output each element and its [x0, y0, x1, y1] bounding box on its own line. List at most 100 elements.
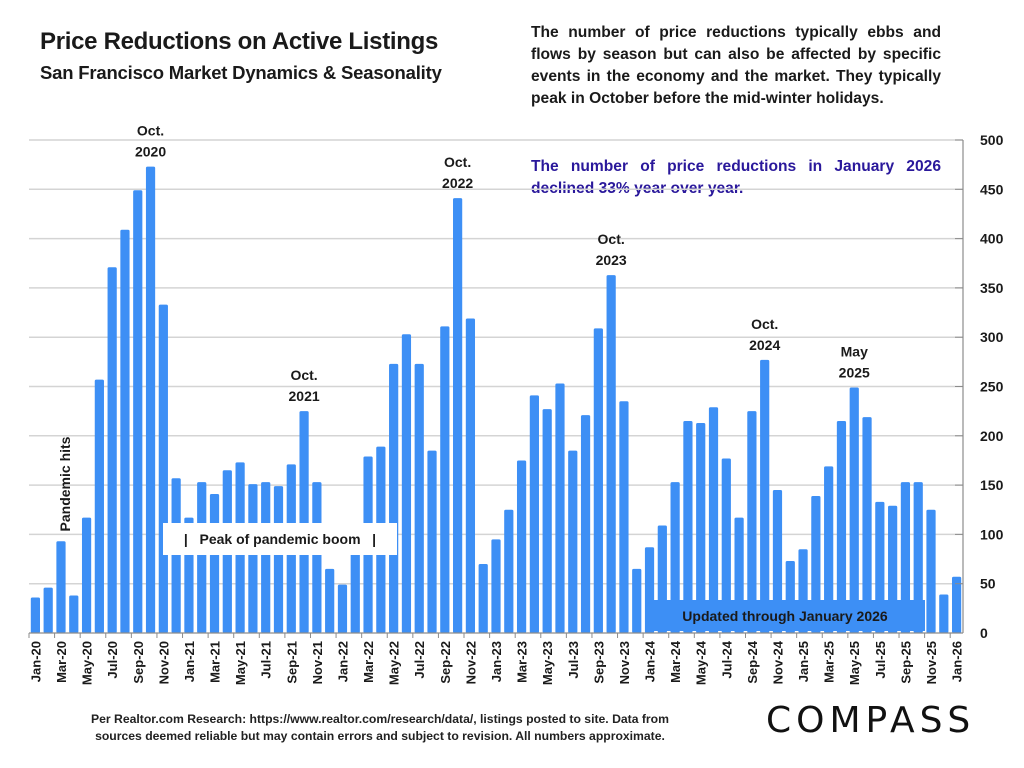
y-tick-label: 200: [980, 428, 1004, 444]
annotation-Oct-22: 2022: [442, 175, 473, 191]
bar-Mar-25: [824, 466, 834, 633]
updated-label: Updated through January 2026: [682, 608, 888, 624]
bar-Oct-25: [913, 482, 923, 633]
annotations: Oct. 2020 Oct. 2021 Oct. 2022 Oct. 2023 Oct. 2024…: [135, 123, 870, 405]
annotation-Oct-22: Oct.: [444, 154, 471, 170]
bar-Nov-21: [312, 482, 322, 633]
x-tick-label: May-25: [847, 641, 862, 685]
bar-Nov-22: [465, 318, 476, 633]
x-tick-label: May-23: [540, 641, 555, 685]
bar-May-23: [542, 409, 552, 633]
bar-Mar-24: [670, 482, 680, 633]
x-tick-label: Sep-22: [438, 641, 453, 684]
source-footnote: Per Realtor.com Research: https://www.re…: [40, 711, 720, 745]
bar-Dec-20: [171, 478, 181, 633]
x-tick-label: Mar-25: [822, 641, 837, 683]
annotation-Oct-23: Oct.: [598, 231, 625, 247]
y-tick-label: 400: [980, 231, 1004, 247]
bar-Mar-21: [209, 493, 220, 633]
bars: [30, 166, 962, 633]
bar-Apr-25: [836, 421, 847, 633]
x-tick-label: Nov-21: [310, 641, 325, 684]
x-tick-label: Jul-21: [259, 641, 274, 679]
chart-subtitle: San Francisco Market Dynamics & Seasonal…: [40, 62, 442, 83]
compass-logo: COMPASS: [766, 700, 976, 741]
x-tick-label: May-21: [233, 641, 248, 685]
bar-Jun-20: [94, 379, 104, 633]
chart-title: Price Reductions on Active Listings: [40, 28, 439, 55]
bar-Apr-23: [529, 395, 539, 633]
bar-Feb-23: [504, 509, 514, 633]
x-tick-label: Mar-23: [515, 641, 530, 683]
annotation-Oct-24: 2024: [749, 337, 780, 353]
bar-Feb-21: [197, 482, 207, 633]
bar-Jun-22: [401, 334, 412, 633]
bar-Jun-23: [555, 383, 565, 633]
bar-Nov-20: [158, 304, 168, 633]
x-tick-label: Jan-24: [643, 640, 658, 682]
bar-Jul-20: [107, 267, 117, 633]
annotation-May-25: 2025: [839, 364, 870, 380]
bar-Jul-23: [568, 450, 578, 633]
source-line-1: Per Realtor.com Research: https://www.re…: [91, 712, 669, 726]
bar-May-25: [849, 387, 859, 633]
bar-Oct-24: [760, 359, 770, 633]
x-tick-label: Jan-26: [950, 641, 965, 682]
x-tick-label: Jul-22: [412, 641, 427, 679]
gridlines: [29, 139, 963, 585]
bar-Aug-22: [427, 450, 437, 633]
bar-Nov-25: [926, 509, 936, 633]
annotation-Oct-20: 2020: [135, 144, 166, 160]
x-tick-label: Jul-25: [873, 641, 888, 679]
x-tick-label: Nov-20: [156, 641, 171, 684]
bar-May-24: [696, 422, 706, 633]
y-axis: 0 50 100 150 200 250 300 350 400 450 500: [955, 132, 1004, 641]
y-tick-label: 350: [980, 280, 1004, 296]
bar-Apr-20: [69, 595, 79, 633]
bar-Sep-23: [593, 328, 603, 633]
x-tick-label: Sep-20: [131, 641, 146, 684]
annotation-Oct-24: Oct.: [751, 316, 778, 332]
bar-Nov-23: [619, 401, 629, 633]
bar-chart: 0 50 100 150 200 250 300 350 400 450 500 Jan-20 Mar…: [28, 123, 1004, 685]
x-tick-label: Sep-21: [284, 641, 299, 684]
x-tick-label: Mar-24: [668, 640, 683, 683]
bar-Sep-20: [133, 190, 143, 633]
bar-Dec-22: [478, 563, 488, 633]
bar-Feb-22: [350, 534, 360, 633]
x-tick-label: Jul-20: [105, 641, 120, 679]
x-tick-label: Jan-25: [796, 641, 811, 682]
x-tick-label: Jan-21: [182, 641, 197, 682]
bar-Jan-26: [951, 576, 962, 633]
annotation-Oct-20: Oct.: [137, 123, 164, 139]
bar-Jul-24: [721, 458, 731, 633]
annotation-Oct-21: 2021: [289, 388, 320, 404]
bar-Mar-20: [56, 541, 66, 633]
x-tick-label: May-24: [694, 640, 709, 685]
x-tick-label: Jul-23: [566, 641, 581, 679]
bar-Mar-23: [516, 460, 527, 633]
x-tick-label: Jan-20: [28, 641, 43, 682]
x-axis: Jan-20 Mar-20 May-20 Jul-20 Sep-20 Nov-20 Jan-…: [28, 632, 965, 685]
y-tick-label: 100: [980, 526, 1004, 542]
x-tick-label: Sep-25: [898, 641, 913, 684]
peak-boom-box: [163, 523, 397, 555]
x-tick-label: Mar-22: [361, 641, 376, 683]
bar-Aug-21: [273, 486, 284, 633]
bar-Jun-24: [708, 407, 719, 633]
highlight-note: The number of price reductions in Januar…: [531, 158, 941, 197]
bar-Dec-25: [939, 594, 949, 633]
bar-Oct-23: [606, 275, 616, 633]
bar-Apr-24: [683, 421, 693, 633]
y-tick-label: 250: [980, 379, 1004, 395]
pandemic-hits-label: Pandemic hits: [57, 436, 73, 531]
x-tick-label: Sep-24: [745, 640, 760, 683]
bar-Oct-21: [299, 411, 309, 633]
bar-Jun-25: [862, 417, 872, 633]
bar-Oct-22: [453, 198, 463, 633]
bar-Dec-21: [325, 568, 335, 633]
description-note: The number of price reductions typically…: [531, 24, 941, 107]
bar-Jul-22: [414, 363, 424, 633]
callouts: | Peak of pandemic boom | Updated throug…: [57, 436, 925, 631]
y-tick-label: 500: [980, 132, 1004, 148]
